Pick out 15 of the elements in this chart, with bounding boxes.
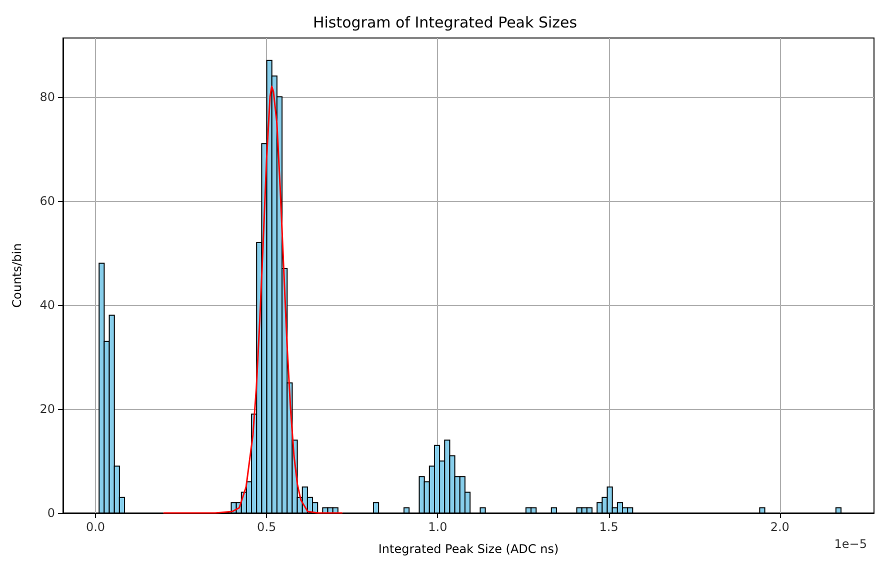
x-axis-title: Integrated Peak Size (ADC ns) xyxy=(378,542,559,556)
chart-title: Histogram of Integrated Peak Sizes xyxy=(312,14,578,32)
x-tick-label: 2.0 xyxy=(770,520,790,534)
y-tick-label: 80 xyxy=(40,90,55,104)
x-tick-label: 1.0 xyxy=(428,520,448,534)
y-tick-label: 20 xyxy=(40,402,55,416)
x-tick-label: 0.5 xyxy=(257,520,276,534)
y-tick-label: 60 xyxy=(40,194,55,208)
y-axis-title: Counts/bin xyxy=(10,243,24,308)
y-tick-label: 0 xyxy=(47,506,55,520)
text: 1e−5 xyxy=(834,537,868,551)
y-tick-label: 40 xyxy=(40,298,55,312)
x-tick-label: 1.5 xyxy=(599,520,618,534)
line-series xyxy=(163,86,343,514)
x-tick-label: 0.0 xyxy=(86,520,106,534)
